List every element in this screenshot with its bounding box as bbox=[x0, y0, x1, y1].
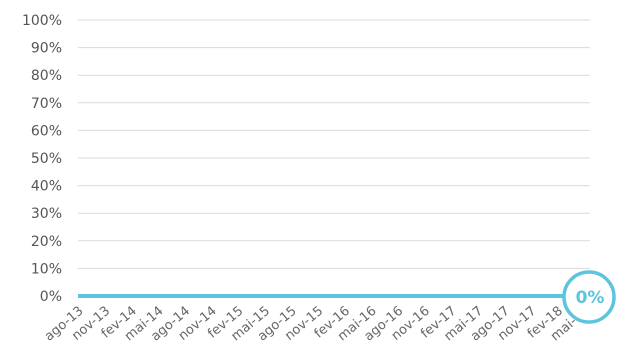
y-tick-label: 80% bbox=[31, 68, 62, 84]
y-tick-label: 10% bbox=[31, 261, 62, 277]
y-tick-label: 90% bbox=[31, 41, 62, 57]
y-tick-label: 40% bbox=[31, 179, 62, 195]
y-tick-label: 60% bbox=[31, 123, 62, 139]
end-value-marker: 0% bbox=[562, 270, 616, 324]
end-value-circle bbox=[562, 270, 616, 324]
end-value-label: 0% bbox=[576, 288, 605, 308]
x-axis-ticks: ago-13nov-13fev-14mai-14ago-14nov-14fev-… bbox=[42, 304, 593, 345]
y-tick-label: 50% bbox=[31, 151, 62, 167]
y-tick-label: 100% bbox=[22, 13, 62, 29]
y-tick-label: 20% bbox=[31, 234, 62, 250]
y-tick-label: 70% bbox=[31, 96, 62, 112]
y-tick-label: 0% bbox=[40, 289, 62, 305]
y-axis-ticks: 0% 10% 20% 30% 40% 50% 60% 70% 80% 90% 100% bbox=[22, 13, 62, 305]
gridlines bbox=[78, 19, 590, 269]
y-tick-label: 30% bbox=[31, 206, 62, 222]
